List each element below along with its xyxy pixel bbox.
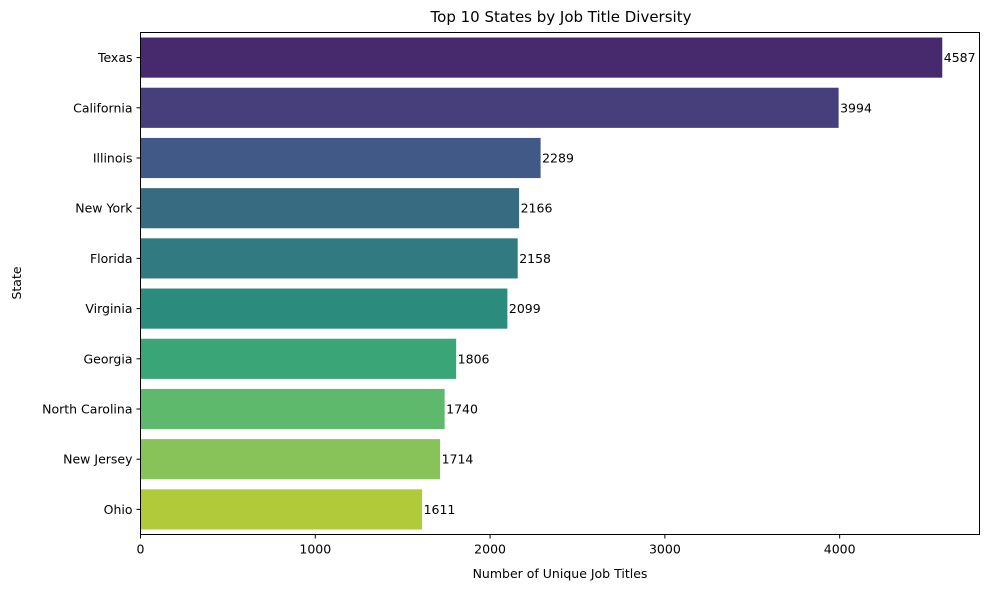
y-tick-label-georgia: Georgia xyxy=(83,351,132,366)
data-label-florida: 2158 xyxy=(519,251,551,266)
chart-title: Top 10 States by Job Title Diversity xyxy=(430,8,692,26)
plot-frame xyxy=(140,32,980,535)
bar-florida xyxy=(140,238,518,279)
data-label-north-carolina: 1740 xyxy=(446,402,478,417)
x-tick-label: 0 xyxy=(137,542,145,557)
y-tick-label-texas: Texas xyxy=(97,50,133,65)
y-tick-label-north-carolina: North Carolina xyxy=(42,402,132,417)
data-label-illinois: 2289 xyxy=(542,151,574,166)
data-label-california: 3994 xyxy=(840,100,872,115)
y-tick-label-california: California xyxy=(73,100,132,115)
data-label-new-jersey: 1714 xyxy=(442,452,474,467)
bar-illinois xyxy=(140,137,541,179)
data-label-georgia: 1806 xyxy=(458,351,490,366)
y-tick-label-new-york: New York xyxy=(75,201,133,216)
x-axis-title: Number of Unique Job Titles xyxy=(473,566,648,581)
x-tick-label: 3000 xyxy=(649,542,681,557)
data-labels: 4587 3994 2289 2166 2158 2099 1806 1740 1714 1611 xyxy=(424,50,976,517)
y-tick-label-ohio: Ohio xyxy=(104,502,133,517)
bar-texas xyxy=(140,37,943,78)
bars-group xyxy=(140,37,943,530)
bar-georgia xyxy=(140,338,457,379)
x-tick-label: 4000 xyxy=(824,542,856,557)
x-tick-label: 2000 xyxy=(474,542,506,557)
y-tick-labels: Texas California Illinois New York Florida Vi… xyxy=(42,50,141,517)
data-label-virginia: 2099 xyxy=(509,301,541,316)
bar-north-carolina xyxy=(140,388,445,430)
y-tick-label-virginia: Virginia xyxy=(85,301,132,316)
data-label-texas: 4587 xyxy=(944,50,976,65)
bar-california xyxy=(140,87,839,128)
y-tick-label-new-jersey: New Jersey xyxy=(63,452,133,467)
y-tick-label-illinois: Illinois xyxy=(93,151,133,166)
x-tick-label: 1000 xyxy=(299,542,331,557)
bar-new-york xyxy=(140,188,520,229)
bar-virginia xyxy=(140,288,508,329)
data-label-ohio: 1611 xyxy=(424,502,456,517)
bar-new-jersey xyxy=(140,439,441,480)
x-ticks: 0 1000 2000 3000 4000 xyxy=(137,534,856,557)
y-tick-label-florida: Florida xyxy=(90,251,133,266)
y-axis-title: State xyxy=(9,266,24,299)
bar-ohio xyxy=(140,489,423,530)
data-label-new-york: 2166 xyxy=(521,201,553,216)
